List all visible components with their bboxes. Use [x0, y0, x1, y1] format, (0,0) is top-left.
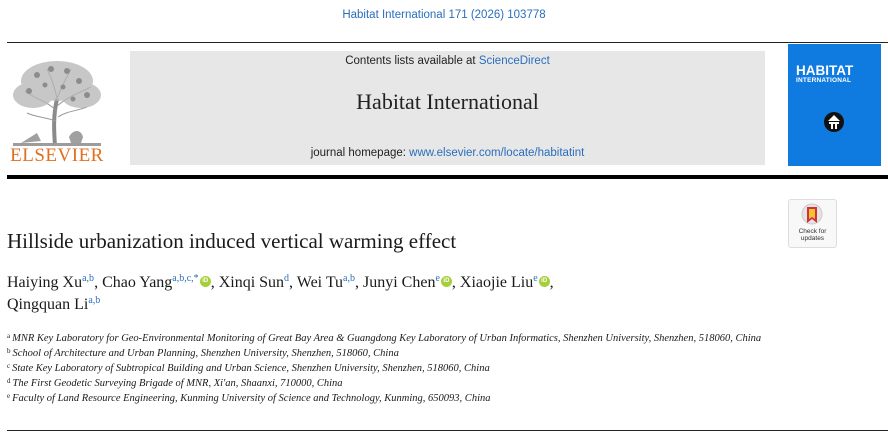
journal-reference[interactable]: Habitat International 171 (2026) 103778 [342, 9, 546, 21]
check-updates-line2: updates [800, 235, 825, 242]
affiliation-text: School of Architecture and Urban Plannin… [12, 348, 399, 359]
affiliation-item: c State Key Laboratory of Subtropical Bui… [7, 360, 797, 375]
author-name: Qingquan Li [7, 296, 89, 313]
journal-cover[interactable]: HABITAT INTERNATIONAL [788, 44, 881, 166]
author-affiliation-sup[interactable]: a,b [82, 273, 95, 284]
affiliation-item: a MNR Key Laboratory for Geo-Environmenta… [7, 330, 797, 345]
author-name: Xinqi Sun [218, 274, 285, 291]
journal-title[interactable]: Habitat International [356, 89, 539, 114]
affiliation-text: State Key Laboratory of Subtropical Buil… [12, 363, 490, 374]
author-separator: , [451, 274, 460, 291]
author[interactable]: Chao Yanga,b,c,* iD [102, 274, 211, 291]
contents-prefix: Contents lists available at [345, 55, 479, 67]
homepage-prefix: journal homepage: [310, 147, 410, 159]
author[interactable]: Junyi Chene iD [363, 274, 452, 291]
affiliation-letter: a [7, 332, 11, 340]
author-name: Chao Yang [102, 274, 173, 291]
front-matter-divider [7, 430, 888, 431]
affiliation-text: The First Geodetic Surveying Brigade of … [12, 378, 343, 389]
author[interactable]: Wei Tua,b [296, 273, 355, 292]
author-name: Wei Tu [296, 274, 344, 291]
check-updates-line1: Check for [798, 228, 827, 235]
journal-homepage-link[interactable]: www.elsevier.com/locate/habitatint [409, 147, 585, 159]
author-affiliation-sup[interactable]: d [284, 273, 290, 284]
publisher-name[interactable]: ELSEVIER [10, 145, 104, 166]
author-separator: , [549, 274, 554, 291]
author-affiliation-sup[interactable]: e [533, 273, 538, 284]
affiliation-text: Faculty of Land Resource Engineering, Ku… [12, 393, 491, 404]
author-affiliation-sup[interactable]: a,b,c,* [172, 273, 199, 284]
author[interactable]: Haiying Xua,b [7, 273, 95, 292]
author-separator: , [94, 274, 103, 291]
affiliation-letter: c [7, 362, 11, 370]
affiliation-item: e Faculty of Land Resource Engineering, K… [7, 390, 797, 405]
author-name: Junyi Chen [363, 274, 436, 291]
author-separator: , [210, 274, 219, 291]
journal-masthead: Contents lists available at ScienceDirec… [130, 51, 765, 165]
author-name: Xiaojie Liu [459, 274, 534, 291]
article-title: Hillside urbanization induced vertical w… [7, 229, 457, 253]
homepage-line: journal homepage: www.elsevier.com/locat… [130, 147, 765, 159]
author[interactable]: Xiaojie Liue iD [460, 274, 550, 291]
affiliation-letter: b [7, 347, 11, 355]
affiliation-letter: e [7, 392, 11, 400]
header-bottom-divider [7, 175, 888, 179]
affiliation-letter: d [7, 377, 11, 385]
affiliation-text: MNR Key Laboratory for Geo-Environmental… [12, 333, 762, 344]
sciencedirect-link[interactable]: ScienceDirect [478, 55, 550, 67]
cover-subtitle: INTERNATIONAL [796, 77, 852, 84]
cover-emblem-icon [824, 112, 844, 132]
orcid-icon[interactable]: iD [199, 276, 211, 287]
orcid-icon[interactable]: iD [440, 276, 452, 287]
check-updates-text: Check for updates [789, 228, 836, 242]
author-separator: , [355, 274, 363, 291]
elsevier-tree-logo[interactable] [7, 51, 107, 167]
affiliation-item: d The First Geodetic Surveying Brigade of… [7, 375, 797, 390]
author-affiliation-sup[interactable]: a,b [88, 295, 101, 306]
affiliation-item: b School of Architecture and Urban Planni… [7, 345, 797, 360]
check-for-updates-badge[interactable]: Check for updates [788, 199, 837, 248]
author-name: Haiying Xu [7, 274, 83, 291]
contents-line: Contents lists available at ScienceDirec… [130, 55, 765, 67]
cover-title: HABITAT [796, 63, 854, 78]
author-affiliation-sup[interactable]: e [435, 273, 440, 284]
author[interactable]: Qingquan Lia,b [7, 295, 101, 314]
header-top-divider [7, 42, 888, 43]
author-separator: , [289, 274, 297, 291]
author-affiliation-sup[interactable]: a,b [343, 273, 355, 284]
author-list: Haiying Xua,b, Chao Yanga,b,c,* iD, Xinqi… [7, 272, 767, 316]
orcid-icon[interactable]: iD [538, 276, 550, 287]
affiliations-list: a MNR Key Laboratory for Geo-Environmenta… [7, 330, 797, 405]
check-updates-icon [801, 203, 823, 225]
author[interactable]: Xinqi Sund [218, 273, 290, 292]
